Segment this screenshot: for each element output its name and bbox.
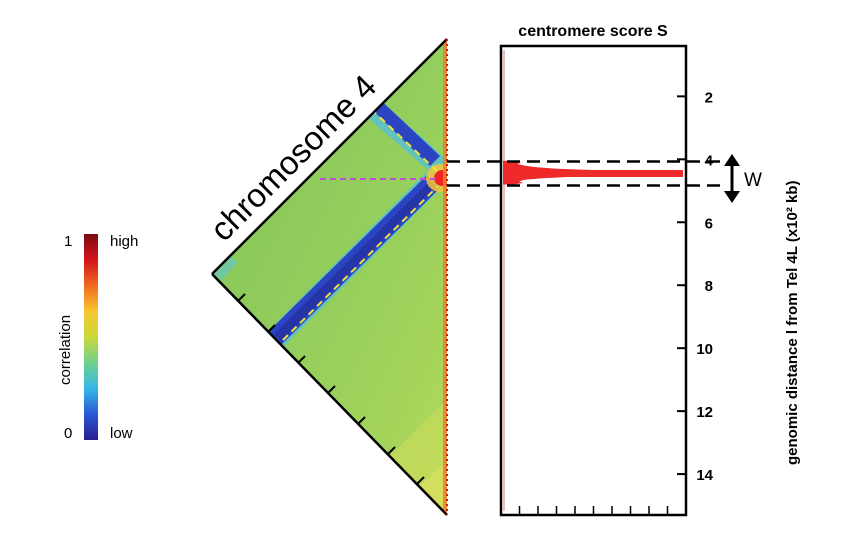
score-panel-x-ticks — [518, 506, 669, 515]
score-panel: centromere score S 2468101214 W genomic … — [447, 23, 801, 517]
y-tick-label: 6 — [705, 215, 713, 232]
colorbar-low-label: low — [110, 425, 133, 442]
colorbar-min-label: 0 — [64, 425, 72, 442]
score-panel-y-label: genomic distance l from Tel 4L (x10² kb) — [784, 180, 801, 465]
colorbar-axis-label: correlation — [57, 315, 74, 385]
heatmap-edge-lower — [211, 273, 448, 516]
y-tick-label: 10 — [696, 341, 713, 358]
colorbar-high-label: high — [110, 233, 138, 250]
heatmap-edge-upper — [211, 38, 448, 275]
heatmap-low-band-upper — [362, 92, 440, 166]
heatmap-diagonal — [443, 39, 447, 515]
window-arrow — [724, 154, 740, 203]
heatmap-dashed-line-lower — [282, 185, 439, 341]
heatmap-dashed-line-upper — [370, 108, 439, 173]
colorbar: 1 0 high low correlation — [57, 233, 138, 442]
y-tick-label: 12 — [696, 404, 713, 421]
heatmap: chromosome 4 — [203, 38, 448, 516]
colorbar-bar — [84, 234, 98, 440]
score-panel-frame — [499, 44, 688, 517]
heatmap-hotspot — [434, 170, 447, 186]
score-profile — [503, 50, 683, 511]
heatmap-ticks — [237, 293, 425, 485]
y-tick-label: 8 — [705, 278, 713, 295]
window-lines — [447, 160, 723, 187]
y-tick-label: 2 — [705, 89, 713, 106]
y-tick-label: 14 — [696, 467, 713, 484]
score-peak — [503, 169, 683, 177]
score-panel-y-axis: 2468101214 — [677, 89, 714, 484]
score-panel-title: centromere score S — [518, 23, 668, 40]
window-label: W — [744, 170, 762, 191]
colorbar-max-label: 1 — [64, 233, 72, 250]
